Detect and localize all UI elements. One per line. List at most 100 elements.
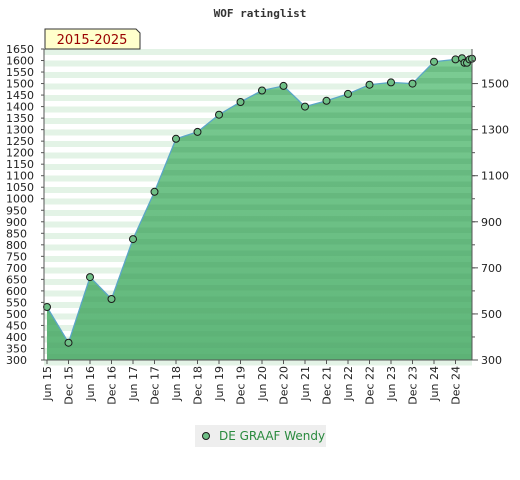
x-tick-label: Jun 22 (342, 366, 355, 402)
grid-band (44, 60, 472, 67)
right-tick-label: 1100 (481, 170, 509, 183)
chart-title: WOF ratinglist (214, 7, 307, 20)
x-tick-label: Jun 18 (170, 366, 183, 402)
left-tick-label: 350 (6, 342, 27, 355)
legend-label: DE GRAAF Wendy (219, 429, 325, 443)
left-tick-label: 1000 (6, 193, 34, 206)
x-tick-label: Jun 17 (127, 366, 140, 402)
x-tick-label: Dec 21 (321, 366, 334, 405)
area-stripe (47, 193, 472, 199)
data-point (408, 79, 417, 88)
area-stripe (47, 319, 472, 325)
x-tick-label: Jun 19 (213, 366, 226, 402)
legend-marker-icon (202, 432, 210, 440)
left-tick-label: 500 (6, 308, 27, 321)
left-tick-label: 1100 (6, 170, 34, 183)
data-point (86, 273, 94, 282)
area-stripe (47, 158, 472, 164)
data-point (236, 98, 245, 106)
area-fill-layer (47, 58, 472, 360)
data-point (301, 102, 309, 111)
right-tick-label: 1500 (481, 78, 509, 91)
left-tick-label: 900 (6, 216, 27, 229)
x-tick-label: Jun 15 (41, 366, 54, 402)
area-stripe (47, 239, 472, 245)
x-tick-label: Jun 20 (256, 366, 269, 402)
area-stripe (47, 250, 472, 256)
data-point (172, 134, 180, 143)
left-tick-label: 1250 (6, 135, 34, 148)
left-tick-label: 1600 (6, 55, 34, 68)
data-point (387, 78, 395, 87)
area-stripe (47, 216, 472, 222)
left-tick-label: 400 (6, 331, 27, 344)
data-point (365, 80, 374, 89)
x-tick-label: Jun 23 (385, 366, 398, 402)
left-tick-label: 650 (6, 273, 27, 286)
left-tick-label: 1400 (6, 101, 34, 114)
x-tick-label: Jun 24 (428, 366, 441, 402)
area-stripe (47, 342, 472, 348)
left-tick-label: 850 (6, 227, 27, 240)
right-tick-label: 500 (481, 308, 502, 321)
area-stripe (47, 262, 472, 268)
x-tick-label: Jun 21 (299, 366, 312, 402)
left-tick-label: 450 (6, 319, 27, 332)
right-axis-ticks: 300 500 700 900 1100 1300 1500 (472, 60, 509, 367)
area-stripe (47, 204, 472, 210)
area-stripe (47, 170, 472, 176)
x-tick-label: Dec 20 (278, 366, 291, 405)
axes (43, 49, 473, 361)
area-stripe (47, 227, 472, 233)
data-point (150, 187, 159, 196)
grid-band (44, 83, 472, 90)
data-point (451, 55, 460, 64)
area-stripe (47, 273, 472, 279)
data-point (193, 127, 202, 136)
legend[interactable]: DE GRAAF Wendy (195, 425, 326, 447)
right-tick-label: 700 (481, 262, 502, 275)
data-point (344, 89, 352, 98)
data-point (215, 110, 223, 119)
area-stripe (47, 354, 472, 360)
left-tick-label: 1150 (6, 158, 34, 171)
left-tick-label: 1300 (6, 124, 34, 137)
left-tick-label: 1450 (6, 89, 34, 102)
data-point (258, 86, 266, 95)
right-tick-label: 1300 (481, 124, 509, 137)
area-stripe (47, 101, 472, 107)
grid-band (44, 72, 472, 78)
x-axis-ticks: Jun 15 Dec 15 Jun 16 Dec 16 Jun 17 Dec 17 Jun … (41, 360, 463, 405)
period-badge: 2015-2025 (44, 28, 141, 50)
left-tick-label: 700 (6, 262, 27, 275)
area-stripe (47, 296, 472, 302)
area-stripe (47, 308, 472, 314)
left-tick-label: 1050 (6, 181, 34, 194)
x-tick-label: Dec 23 (407, 366, 420, 405)
data-point (430, 57, 438, 66)
x-tick-label: Dec 17 (149, 366, 162, 405)
x-tick-label: Dec 18 (192, 366, 205, 405)
area-stripe (47, 124, 472, 130)
grid-band (44, 359, 472, 366)
left-tick-label: 950 (6, 204, 27, 217)
x-tick-label: Dec 15 (63, 366, 76, 405)
left-tick-label: 550 (6, 296, 27, 309)
data-point (129, 235, 137, 244)
x-tick-label: Jun 16 (84, 366, 97, 402)
left-tick-label: 1500 (6, 78, 34, 91)
right-tick-label: 300 (481, 354, 502, 367)
left-tick-label: 1200 (6, 147, 34, 160)
left-tick-label: 1350 (6, 112, 34, 125)
left-tick-label: 1550 (6, 66, 34, 79)
series-area (47, 58, 472, 360)
data-point (64, 338, 73, 347)
legend-box (195, 425, 326, 447)
data-point (279, 81, 288, 90)
x-tick-label: Dec 16 (106, 366, 119, 405)
data-point (322, 96, 331, 105)
grid-band (44, 49, 472, 55)
x-tick-label: Dec 19 (235, 366, 248, 405)
area-stripe (47, 147, 472, 153)
